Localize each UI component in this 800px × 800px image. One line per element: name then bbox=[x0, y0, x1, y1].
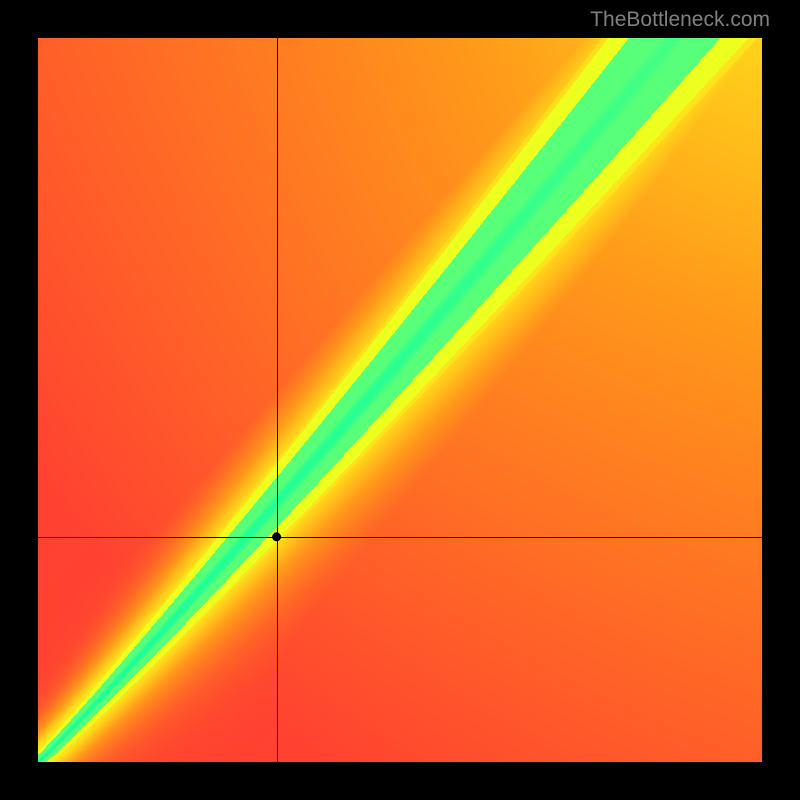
bottleneck-heatmap-chart bbox=[38, 38, 762, 762]
heatmap-canvas bbox=[38, 38, 762, 762]
watermark-text: TheBottleneck.com bbox=[590, 8, 770, 32]
